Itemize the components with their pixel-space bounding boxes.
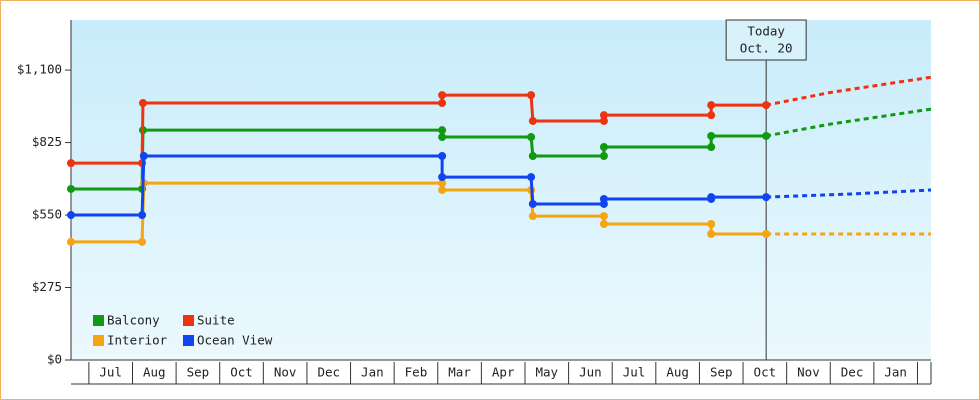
point — [438, 133, 447, 142]
forecast-line — [765, 75, 932, 107]
point — [528, 199, 537, 208]
legend-swatch — [183, 315, 194, 326]
x-tick-label: Sep — [710, 365, 733, 380]
point — [707, 101, 716, 110]
legend-label: Balcony — [107, 313, 160, 328]
legend-swatch — [93, 335, 104, 346]
point — [527, 173, 536, 182]
point — [707, 131, 716, 140]
y-tick-label: $0 — [47, 352, 62, 367]
point — [599, 143, 608, 152]
point — [528, 116, 537, 125]
point — [599, 111, 608, 120]
x-tick-label: Aug — [143, 365, 166, 380]
point — [762, 193, 771, 202]
legend-label: Suite — [197, 313, 235, 328]
point — [599, 194, 608, 203]
point — [707, 193, 716, 202]
x-tick-label: Jun — [579, 365, 602, 380]
point — [67, 159, 75, 168]
point — [762, 230, 771, 239]
legend-label: Ocean View — [197, 333, 273, 348]
point — [528, 212, 537, 221]
x-tick-label: Oct — [230, 365, 253, 380]
legend-swatch — [183, 335, 194, 346]
point — [762, 101, 771, 110]
point — [438, 152, 447, 160]
point — [707, 230, 716, 239]
point — [599, 152, 608, 160]
point — [67, 237, 75, 246]
y-tick-label: $550 — [32, 207, 62, 222]
forecast-line — [766, 188, 932, 199]
point — [438, 186, 447, 194]
x-tick-label: Aug — [666, 365, 689, 380]
x-tick-label: Dec — [841, 365, 864, 380]
point — [707, 220, 716, 228]
today-box — [725, 19, 807, 61]
x-tick-label: Jan — [361, 365, 384, 380]
point — [599, 212, 608, 221]
point — [139, 152, 148, 160]
x-tick-label: Jan — [884, 365, 907, 380]
point — [138, 99, 147, 108]
x-tick-label: Apr — [492, 365, 515, 380]
point — [707, 143, 716, 152]
legend-label: Interior — [107, 333, 168, 348]
x-tick-label: Mar — [448, 365, 471, 380]
x-tick-label: Feb — [405, 365, 428, 380]
legend-swatch — [93, 315, 104, 326]
y-tick-label: $1,100 — [17, 62, 62, 77]
point — [438, 91, 447, 100]
today-label: Oct. 20 — [740, 41, 793, 56]
x-tick-label: May — [536, 365, 559, 380]
point — [438, 173, 447, 182]
point — [438, 126, 447, 135]
x-tick-label: Jul — [623, 365, 646, 380]
forecast-line — [765, 107, 932, 138]
point — [599, 116, 608, 125]
x-tick-label: Jul — [99, 365, 122, 380]
x-tick-label: Oct — [754, 365, 777, 380]
point — [67, 211, 75, 220]
point — [138, 211, 147, 220]
point — [438, 99, 447, 108]
point — [138, 237, 147, 246]
point — [67, 184, 75, 193]
point — [707, 111, 716, 120]
point — [527, 133, 536, 142]
x-tick-label: Nov — [274, 365, 297, 380]
point — [527, 91, 536, 100]
point — [528, 152, 537, 160]
x-tick-label: Nov — [797, 365, 820, 380]
x-tick-label: Sep — [187, 365, 210, 380]
x-tick-label: Dec — [317, 365, 340, 380]
y-tick-label: $825 — [32, 134, 62, 149]
today-label: Today — [747, 24, 785, 39]
y-tick-label: $275 — [32, 279, 62, 294]
point — [438, 179, 447, 188]
point — [762, 131, 771, 140]
point — [599, 220, 608, 228]
